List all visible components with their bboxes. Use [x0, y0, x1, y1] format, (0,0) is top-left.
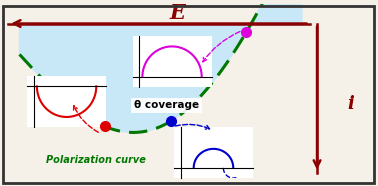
Text: θ coverage: θ coverage — [134, 100, 199, 110]
Text: Polarization curve: Polarization curve — [46, 155, 146, 165]
Text: i: i — [347, 94, 355, 113]
Text: E: E — [170, 3, 186, 23]
Polygon shape — [20, 0, 302, 132]
